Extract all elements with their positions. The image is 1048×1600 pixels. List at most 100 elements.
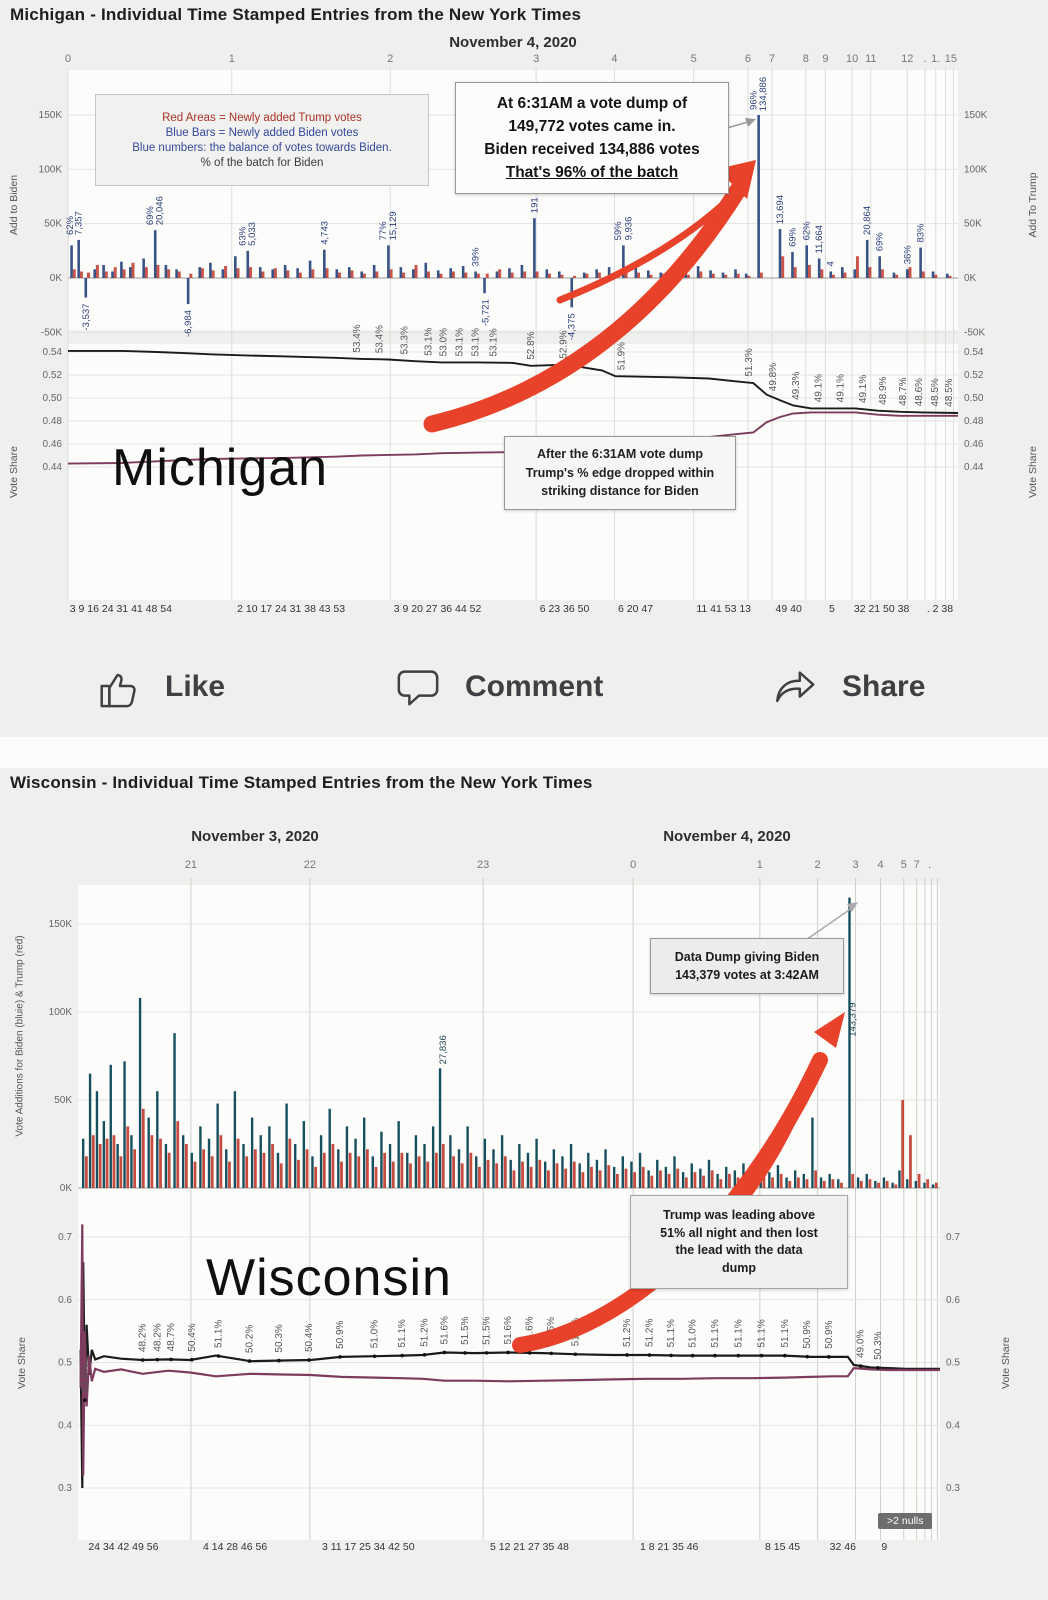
trump-bar — [451, 271, 455, 278]
biden-bar — [882, 1177, 886, 1188]
bar-label: 9,936 — [624, 217, 635, 241]
hour-tick: 0 — [630, 859, 636, 871]
wisconsin-post: Wisconsin - Individual Time Stamped Entr… — [0, 768, 1048, 1600]
bar-label: 134,886 — [758, 77, 769, 111]
biden-bar — [156, 1091, 159, 1188]
biden-bar — [95, 1091, 99, 1188]
trump-bar — [261, 271, 265, 278]
biden-bar — [919, 247, 922, 278]
red-arrow-stroke — [423, 181, 747, 433]
hour-tick: 5 — [901, 859, 907, 871]
share-label: 51.6% — [439, 1316, 450, 1344]
y-tick-right: 0.44 — [964, 462, 984, 473]
trump-bar — [880, 269, 884, 278]
bar-label: 69% — [787, 227, 798, 247]
biden-bar — [622, 245, 625, 278]
biden-bar — [848, 897, 851, 1188]
line-marker — [669, 1353, 673, 1358]
time-axis-numbers: 2 10 17 24 31 38 43 53 — [237, 603, 345, 615]
hour-tick: 6 — [745, 53, 751, 65]
trump-bar — [548, 273, 552, 278]
hour-tick: 1 — [757, 859, 763, 871]
trump-bar — [84, 1156, 88, 1188]
trump-bar — [868, 267, 872, 278]
biden-bar — [347, 267, 351, 278]
hour-tick: 1. — [931, 53, 940, 65]
callout-line: the lead with the data — [675, 1243, 803, 1257]
line-marker — [463, 1351, 467, 1355]
biden-bar — [436, 270, 440, 278]
like-button[interactable]: Like — [95, 652, 225, 722]
biden-bar — [311, 1156, 314, 1188]
trump-bar — [699, 271, 703, 278]
time-axis-numbers: . 2 38 — [927, 603, 953, 615]
bar-label: 143,379 — [847, 1002, 858, 1036]
wisconsin-post-title: Wisconsin - Individual Time Stamped Entr… — [10, 773, 593, 792]
biden-bar — [709, 270, 712, 278]
bar-label: 20,046 — [155, 196, 166, 225]
biden-bar — [725, 1166, 728, 1188]
trump-bar — [409, 1163, 412, 1188]
trump-bar — [389, 269, 393, 278]
biden-bar — [621, 1156, 624, 1188]
biden-bar — [372, 264, 376, 278]
biden-bar — [544, 1161, 547, 1188]
nulls-badge: >2 nulls — [878, 1513, 933, 1529]
trump-bar — [374, 1166, 378, 1188]
biden-bar — [768, 1172, 771, 1188]
bar-label: 69% — [875, 232, 886, 252]
axis-label-vote-share-left: Vote Share — [8, 446, 20, 498]
share-label: 53.3% — [399, 326, 410, 354]
biden-bar — [696, 266, 700, 278]
biden-bar — [526, 1152, 530, 1188]
hour-tick: 3 — [533, 53, 539, 65]
trump-bar — [901, 1100, 905, 1188]
share-label: 51.0% — [370, 1320, 381, 1348]
biden-bar — [865, 1173, 868, 1188]
trump-bar — [851, 1173, 855, 1188]
bar-label: 191 — [529, 197, 540, 213]
biden-bar — [234, 256, 237, 278]
y-tick-right: 0.48 — [964, 416, 984, 427]
comment-button[interactable]: Comment — [395, 652, 603, 722]
biden-bar — [474, 271, 477, 278]
biden-bar — [337, 1149, 340, 1188]
legend-numbers-line: Blue numbers: the balance of votes towar… — [132, 141, 392, 154]
biden-bar — [259, 1135, 262, 1188]
trump-bar — [348, 1152, 352, 1188]
share-label: 49.1% — [858, 375, 869, 403]
trump-bar — [693, 1172, 697, 1188]
bar-label: -5,721 — [480, 299, 491, 326]
biden-bar — [362, 1117, 366, 1188]
trump-bar — [934, 1182, 938, 1188]
biden-bar — [508, 268, 511, 278]
biden-bar — [557, 271, 561, 278]
callout-line: 149,772 votes came in. — [508, 117, 676, 135]
trump-bar — [236, 1138, 240, 1188]
biden-bar — [102, 264, 105, 278]
trump-bar — [831, 1179, 835, 1188]
trump-bar — [633, 1172, 637, 1188]
biden-bar — [856, 1177, 860, 1188]
trump-bar — [167, 269, 171, 278]
line-marker — [372, 1354, 377, 1359]
biden-bar — [130, 1135, 133, 1188]
biden-bar — [70, 245, 73, 278]
axis-label-add-to-biden: Add to Biden — [8, 174, 20, 236]
trump-bar — [859, 1180, 863, 1188]
biden-bar — [250, 1117, 254, 1188]
biden-bar — [535, 1138, 538, 1188]
trump-bar — [921, 271, 925, 278]
trump-bar — [104, 271, 108, 278]
time-axis-numbers: 6 20 47 — [618, 603, 653, 615]
biden-bar — [785, 1177, 788, 1188]
trump-bar — [547, 1170, 550, 1188]
trump-bar — [322, 1152, 326, 1188]
share-button[interactable]: Share — [772, 652, 925, 722]
trump-bar — [560, 274, 564, 278]
biden-bar — [492, 1149, 495, 1188]
trump-bar — [615, 1173, 619, 1188]
hour-tick: 8 — [803, 53, 809, 65]
trump-bar — [156, 264, 160, 278]
share-label: 50.9% — [335, 1320, 346, 1348]
